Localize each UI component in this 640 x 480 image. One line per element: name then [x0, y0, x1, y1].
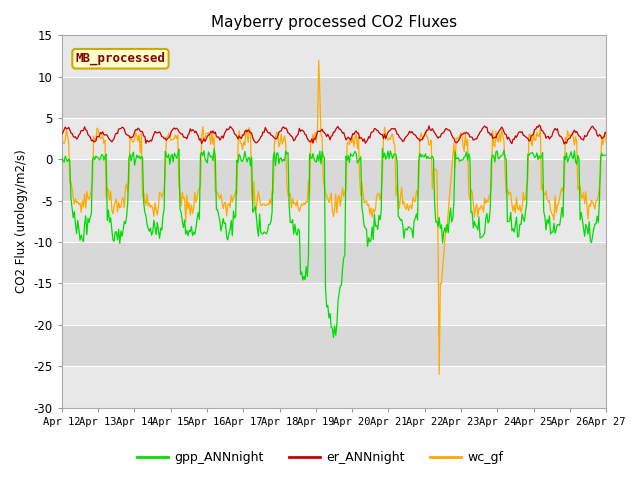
- wc_gf: [390, 140, 397, 145]
- wc_gf: [555, 201, 563, 206]
- gpp_ANNnight: [227, 217, 235, 223]
- gpp_ANNnight: [58, 155, 66, 160]
- er_ANNnight: [602, 131, 610, 136]
- Line: er_ANNnight: er_ANNnight: [62, 125, 606, 144]
- er_ANNnight: [561, 141, 568, 147]
- wc_gf: [435, 372, 443, 377]
- Bar: [62, 201, 606, 242]
- er_ANNnight: [458, 132, 466, 137]
- gpp_ANNnight: [555, 222, 563, 228]
- er_ANNnight: [58, 131, 66, 137]
- Bar: [62, 284, 606, 325]
- Bar: [62, 36, 606, 77]
- Title: Mayberry processed CO2 Fluxes: Mayberry processed CO2 Fluxes: [211, 15, 457, 30]
- gpp_ANNnight: [330, 335, 337, 340]
- Bar: [62, 325, 606, 366]
- wc_gf: [364, 203, 371, 209]
- gpp_ANNnight: [391, 151, 399, 156]
- Bar: [62, 159, 606, 201]
- Bar: [62, 77, 606, 118]
- er_ANNnight: [287, 133, 295, 139]
- Y-axis label: CO2 Flux (urology/m2/s): CO2 Flux (urology/m2/s): [15, 150, 28, 293]
- er_ANNnight: [363, 139, 371, 144]
- gpp_ANNnight: [602, 153, 610, 158]
- Bar: [62, 118, 606, 159]
- wc_gf: [602, 139, 610, 144]
- er_ANNnight: [388, 126, 396, 132]
- Line: wc_gf: wc_gf: [62, 60, 606, 374]
- gpp_ANNnight: [460, 154, 468, 160]
- wc_gf: [227, 192, 235, 198]
- wc_gf: [460, 148, 468, 154]
- Text: MB_processed: MB_processed: [76, 52, 166, 65]
- gpp_ANNnight: [364, 243, 371, 249]
- er_ANNnight: [227, 124, 235, 130]
- wc_gf: [287, 205, 295, 211]
- er_ANNnight: [535, 122, 543, 128]
- er_ANNnight: [554, 126, 561, 132]
- Bar: [62, 366, 606, 408]
- gpp_ANNnight: [378, 145, 386, 151]
- wc_gf: [58, 137, 66, 143]
- Bar: [62, 242, 606, 284]
- wc_gf: [315, 57, 323, 63]
- Legend: gpp_ANNnight, er_ANNnight, wc_gf: gpp_ANNnight, er_ANNnight, wc_gf: [132, 446, 508, 469]
- Line: gpp_ANNnight: gpp_ANNnight: [62, 148, 606, 337]
- gpp_ANNnight: [287, 220, 295, 226]
